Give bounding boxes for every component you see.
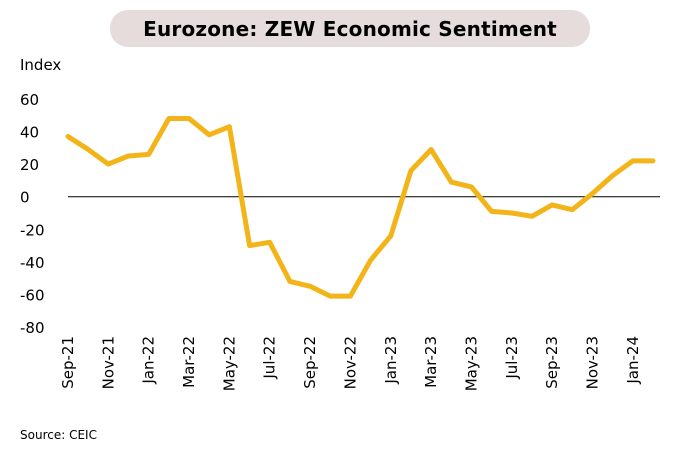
series-line [65,116,656,299]
x-tick-label: Jul-23 [503,336,521,380]
y-tick-label: -20 [20,221,45,239]
y-tick-label: -80 [20,319,45,337]
y-tick-label: -60 [20,286,45,304]
source-note: Source: CEIC [20,428,97,442]
y-tick-label: 0 [20,189,30,207]
x-tick-label: Mar-23 [422,336,440,388]
x-tick-label: Jan-24 [624,336,642,385]
x-tick-label: Sep-22 [301,336,319,389]
chart-title: Eurozone: ZEW Economic Sentiment [143,16,557,41]
x-tick-label: Nov-22 [341,336,359,389]
x-tick-label: Jan-23 [382,336,400,385]
x-tick-label: Nov-23 [583,336,601,389]
y-tick-label: 40 [20,124,39,142]
x-tick-label: Jan-22 [140,336,158,385]
y-tick-label: 20 [20,156,39,174]
x-tick-label: Sep-21 [59,336,77,389]
x-axis-ticks: Sep-21 Nov-21 Jan-22 Mar-22 May-22 Jul-22 Sep-… [59,336,642,391]
x-tick-label: Nov-21 [99,336,117,389]
chart-title-banner: Eurozone: ZEW Economic Sentiment [110,10,590,47]
series-group [65,116,656,299]
y-tick-label: -40 [20,254,45,272]
y-axis-ticks: 60 40 20 0 -20 -40 -60 -80 [20,91,45,337]
y-tick-label: 60 [20,91,39,109]
x-tick-label: May-23 [462,336,480,391]
y-axis-label: Index [20,56,61,74]
x-tick-label: May-22 [220,336,238,391]
x-tick-label: Mar-22 [180,336,198,388]
x-tick-label: Sep-23 [543,336,561,389]
x-tick-label: Jul-22 [261,336,279,380]
